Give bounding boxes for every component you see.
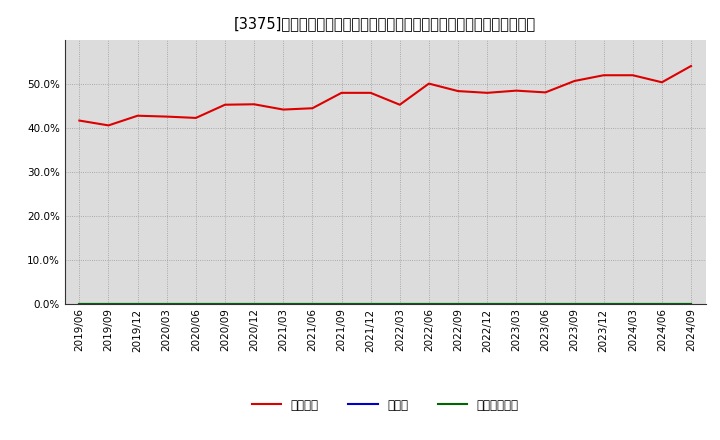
繰延税金資産 [687, 301, 696, 306]
のれん [541, 301, 550, 306]
繰延税金資産 [425, 301, 433, 306]
自己資本 [512, 88, 521, 93]
のれん [133, 301, 142, 306]
自己資本 [395, 102, 404, 107]
のれん [425, 301, 433, 306]
繰延税金資産 [629, 301, 637, 306]
のれん [570, 301, 579, 306]
のれん [279, 301, 287, 306]
自己資本 [337, 90, 346, 95]
自己資本 [541, 90, 550, 95]
のれん [75, 301, 84, 306]
自己資本 [657, 80, 666, 85]
自己資本 [483, 90, 492, 95]
のれん [512, 301, 521, 306]
自己資本 [220, 102, 229, 107]
自己資本 [687, 63, 696, 69]
繰延税金資産 [599, 301, 608, 306]
繰延税金資産 [75, 301, 84, 306]
自己資本 [366, 90, 375, 95]
繰延税金資産 [483, 301, 492, 306]
のれん [657, 301, 666, 306]
自己資本 [133, 113, 142, 118]
のれん [220, 301, 229, 306]
のれん [337, 301, 346, 306]
のれん [163, 301, 171, 306]
繰延税金資産 [133, 301, 142, 306]
繰延税金資産 [366, 301, 375, 306]
繰延税金資産 [250, 301, 258, 306]
繰延税金資産 [308, 301, 317, 306]
繰延税金資産 [163, 301, 171, 306]
のれん [250, 301, 258, 306]
のれん [483, 301, 492, 306]
Line: 自己資本: 自己資本 [79, 66, 691, 125]
のれん [192, 301, 200, 306]
繰延税金資産 [541, 301, 550, 306]
自己資本 [279, 107, 287, 112]
繰延税金資産 [657, 301, 666, 306]
のれん [308, 301, 317, 306]
自己資本 [599, 73, 608, 78]
のれん [629, 301, 637, 306]
繰延税金資産 [395, 301, 404, 306]
自己資本 [163, 114, 171, 119]
自己資本 [454, 88, 462, 94]
のれん [599, 301, 608, 306]
繰延税金資産 [337, 301, 346, 306]
自己資本 [425, 81, 433, 86]
自己資本 [250, 102, 258, 107]
自己資本 [104, 123, 113, 128]
繰延税金資産 [454, 301, 462, 306]
繰延税金資産 [570, 301, 579, 306]
自己資本 [308, 106, 317, 111]
Legend: 自己資本, のれん, 繰延税金資産: 自己資本, のれん, 繰延税金資産 [247, 394, 523, 416]
自己資本 [192, 115, 200, 121]
のれん [395, 301, 404, 306]
自己資本 [570, 78, 579, 84]
のれん [366, 301, 375, 306]
繰延税金資産 [192, 301, 200, 306]
のれん [687, 301, 696, 306]
のれん [104, 301, 113, 306]
Title: [3375]　自己資本、のれん、繰延税金資産の総資産に対する比率の推移: [3375] 自己資本、のれん、繰延税金資産の総資産に対する比率の推移 [234, 16, 536, 32]
繰延税金資産 [220, 301, 229, 306]
のれん [454, 301, 462, 306]
繰延税金資産 [512, 301, 521, 306]
自己資本 [629, 73, 637, 78]
繰延税金資産 [279, 301, 287, 306]
自己資本 [75, 118, 84, 123]
繰延税金資産 [104, 301, 113, 306]
